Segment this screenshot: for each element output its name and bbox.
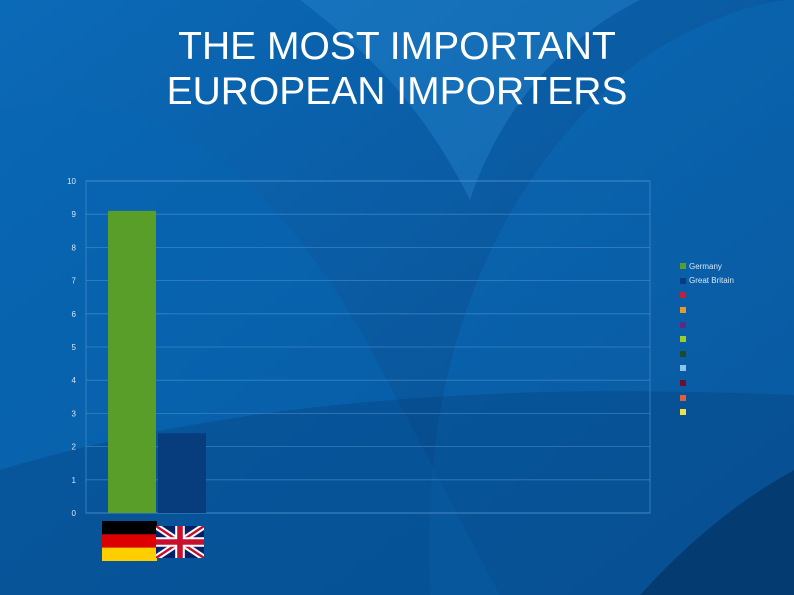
legend-item <box>680 347 790 362</box>
y-tick-label: 4 <box>72 376 77 385</box>
germany-flag-icon <box>102 521 157 561</box>
y-tick-label: 5 <box>72 343 77 352</box>
legend-swatch <box>680 365 686 372</box>
uk-flag-icon <box>156 526 204 558</box>
y-tick-label: 9 <box>72 210 77 219</box>
legend-item <box>680 390 790 405</box>
y-tick-label: 2 <box>72 443 77 452</box>
legend-swatch <box>680 380 686 387</box>
y-tick-label: 8 <box>72 243 77 252</box>
legend-swatch <box>680 263 686 270</box>
y-tick-label: 1 <box>72 476 77 485</box>
legend-swatch <box>680 277 686 284</box>
legend-swatch <box>680 292 686 299</box>
legend-swatch <box>680 350 686 357</box>
slide-title: THE MOST IMPORTANT EUROPEAN IMPORTERS <box>0 24 794 114</box>
legend-item <box>680 288 790 303</box>
title-line-2: EUROPEAN IMPORTERS <box>166 70 628 113</box>
legend-swatch <box>680 321 686 328</box>
chart-legend: Germany Great Britain <box>680 259 790 420</box>
y-tick-label: 6 <box>72 310 77 319</box>
legend-item <box>680 332 790 347</box>
legend-label: Germany <box>689 261 722 271</box>
legend-item <box>680 303 790 318</box>
legend-item <box>680 405 790 420</box>
title-line-1: THE MOST IMPORTANT <box>178 25 616 68</box>
y-tick-label: 0 <box>72 509 77 518</box>
legend-swatch <box>680 394 686 401</box>
bar-great-britain <box>158 433 206 513</box>
y-tick-label: 10 <box>67 177 76 186</box>
legend-label: Great Britain <box>689 276 734 286</box>
y-tick-label: 3 <box>72 409 77 418</box>
legend-item <box>680 317 790 332</box>
legend-item <box>680 361 790 376</box>
legend-item <box>680 376 790 391</box>
legend-item: Germany <box>680 259 790 274</box>
legend-item: Great Britain <box>680 274 790 289</box>
legend-swatch <box>680 336 686 343</box>
legend-swatch <box>680 307 686 314</box>
bar-germany <box>108 210 156 513</box>
y-tick-label: 7 <box>72 277 77 286</box>
legend-swatch <box>680 409 686 416</box>
